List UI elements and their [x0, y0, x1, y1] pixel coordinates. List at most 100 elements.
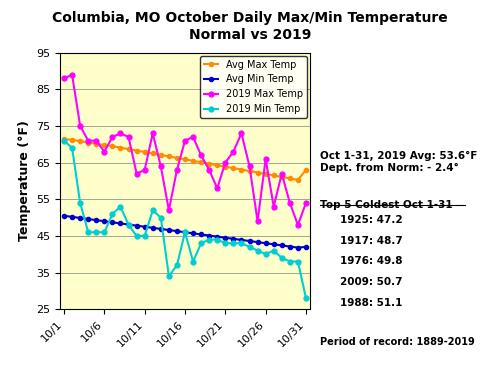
Avg Max Temp: [230, 166, 236, 170]
2019 Min Temp: [230, 241, 236, 245]
Avg Max Temp: [77, 139, 83, 143]
2019 Min Temp: [214, 237, 220, 242]
Text: 1988: 51.1: 1988: 51.1: [340, 298, 402, 308]
2019 Min Temp: [110, 211, 116, 216]
2019 Min Temp: [198, 241, 204, 245]
2019 Max Temp: [295, 223, 301, 227]
Avg Max Temp: [222, 164, 228, 169]
Avg Max Temp: [142, 150, 148, 154]
Avg Min Temp: [295, 245, 301, 250]
Avg Max Temp: [214, 163, 220, 167]
Line: Avg Max Temp: Avg Max Temp: [62, 137, 308, 182]
2019 Max Temp: [102, 149, 107, 154]
Avg Min Temp: [134, 224, 140, 228]
2019 Min Temp: [295, 259, 301, 264]
2019 Min Temp: [246, 245, 252, 249]
2019 Max Temp: [174, 168, 180, 172]
2019 Min Temp: [238, 241, 244, 245]
2019 Max Temp: [150, 131, 156, 136]
Legend: Avg Max Temp, Avg Min Temp, 2019 Max Temp, 2019 Min Temp: Avg Max Temp, Avg Min Temp, 2019 Max Tem…: [200, 56, 307, 118]
2019 Max Temp: [94, 138, 100, 143]
Avg Max Temp: [110, 144, 116, 149]
2019 Min Temp: [102, 230, 107, 234]
2019 Max Temp: [182, 138, 188, 143]
Avg Min Temp: [142, 224, 148, 229]
Avg Max Temp: [118, 146, 124, 150]
2019 Max Temp: [214, 186, 220, 190]
Text: Columbia, MO October Daily Max/Min Temperature
Normal vs 2019: Columbia, MO October Daily Max/Min Tempe…: [52, 11, 448, 41]
2019 Max Temp: [190, 135, 196, 139]
Avg Max Temp: [61, 136, 67, 141]
Avg Min Temp: [166, 228, 172, 232]
Avg Min Temp: [303, 245, 309, 249]
Avg Max Temp: [303, 168, 309, 172]
2019 Max Temp: [254, 219, 260, 224]
2019 Min Temp: [118, 204, 124, 209]
2019 Max Temp: [142, 168, 148, 172]
2019 Max Temp: [206, 168, 212, 172]
2019 Min Temp: [182, 230, 188, 234]
Avg Min Temp: [174, 229, 180, 233]
2019 Max Temp: [238, 131, 244, 136]
Avg Min Temp: [182, 230, 188, 234]
Line: 2019 Max Temp: 2019 Max Temp: [62, 72, 308, 227]
Avg Min Temp: [102, 219, 107, 224]
2019 Max Temp: [262, 157, 268, 161]
2019 Min Temp: [134, 234, 140, 238]
Text: 1917: 48.7: 1917: 48.7: [340, 236, 403, 246]
Text: 1976: 49.8: 1976: 49.8: [340, 256, 402, 267]
Text: Oct 1-31, 2019 Avg: 53.6°F
Dept. from Norm: - 2.4°: Oct 1-31, 2019 Avg: 53.6°F Dept. from No…: [320, 151, 478, 173]
2019 Max Temp: [303, 201, 309, 205]
Avg Min Temp: [279, 243, 285, 248]
2019 Min Temp: [222, 241, 228, 245]
Avg Max Temp: [270, 173, 276, 178]
Avg Min Temp: [158, 227, 164, 231]
Avg Max Temp: [198, 160, 204, 164]
2019 Min Temp: [61, 138, 67, 143]
Line: 2019 Min Temp: 2019 Min Temp: [62, 138, 308, 300]
Avg Max Temp: [94, 141, 100, 146]
Line: Avg Min Temp: Avg Min Temp: [62, 214, 308, 250]
Avg Max Temp: [262, 172, 268, 176]
Avg Max Temp: [150, 151, 156, 156]
2019 Max Temp: [230, 149, 236, 154]
Avg Min Temp: [69, 215, 75, 219]
2019 Max Temp: [158, 164, 164, 169]
2019 Max Temp: [77, 124, 83, 128]
Avg Min Temp: [262, 241, 268, 245]
2019 Min Temp: [279, 256, 285, 260]
2019 Min Temp: [166, 274, 172, 279]
2019 Max Temp: [279, 172, 285, 176]
Avg Min Temp: [85, 217, 91, 221]
2019 Min Temp: [150, 208, 156, 213]
Avg Min Temp: [110, 220, 116, 225]
2019 Min Temp: [85, 230, 91, 234]
2019 Max Temp: [85, 138, 91, 143]
Avg Max Temp: [85, 140, 91, 145]
Avg Max Temp: [102, 143, 107, 147]
Text: 1925: 47.2: 1925: 47.2: [340, 215, 402, 225]
Y-axis label: Temperature (°F): Temperature (°F): [18, 121, 30, 241]
2019 Max Temp: [134, 172, 140, 176]
2019 Max Temp: [198, 153, 204, 158]
2019 Min Temp: [126, 223, 132, 227]
Avg Max Temp: [174, 156, 180, 160]
Text: 2009: 50.7: 2009: 50.7: [340, 277, 402, 287]
2019 Min Temp: [142, 234, 148, 238]
2019 Max Temp: [166, 208, 172, 213]
2019 Max Temp: [69, 72, 75, 77]
Avg Min Temp: [190, 231, 196, 236]
Avg Min Temp: [214, 234, 220, 239]
2019 Min Temp: [206, 237, 212, 242]
Avg Min Temp: [270, 242, 276, 247]
2019 Min Temp: [77, 201, 83, 205]
2019 Max Temp: [246, 164, 252, 169]
Avg Min Temp: [61, 213, 67, 218]
Avg Max Temp: [69, 138, 75, 142]
2019 Min Temp: [262, 252, 268, 256]
Avg Min Temp: [118, 221, 124, 226]
Avg Max Temp: [190, 159, 196, 163]
2019 Min Temp: [270, 248, 276, 253]
Avg Min Temp: [230, 236, 236, 241]
2019 Max Temp: [118, 131, 124, 136]
